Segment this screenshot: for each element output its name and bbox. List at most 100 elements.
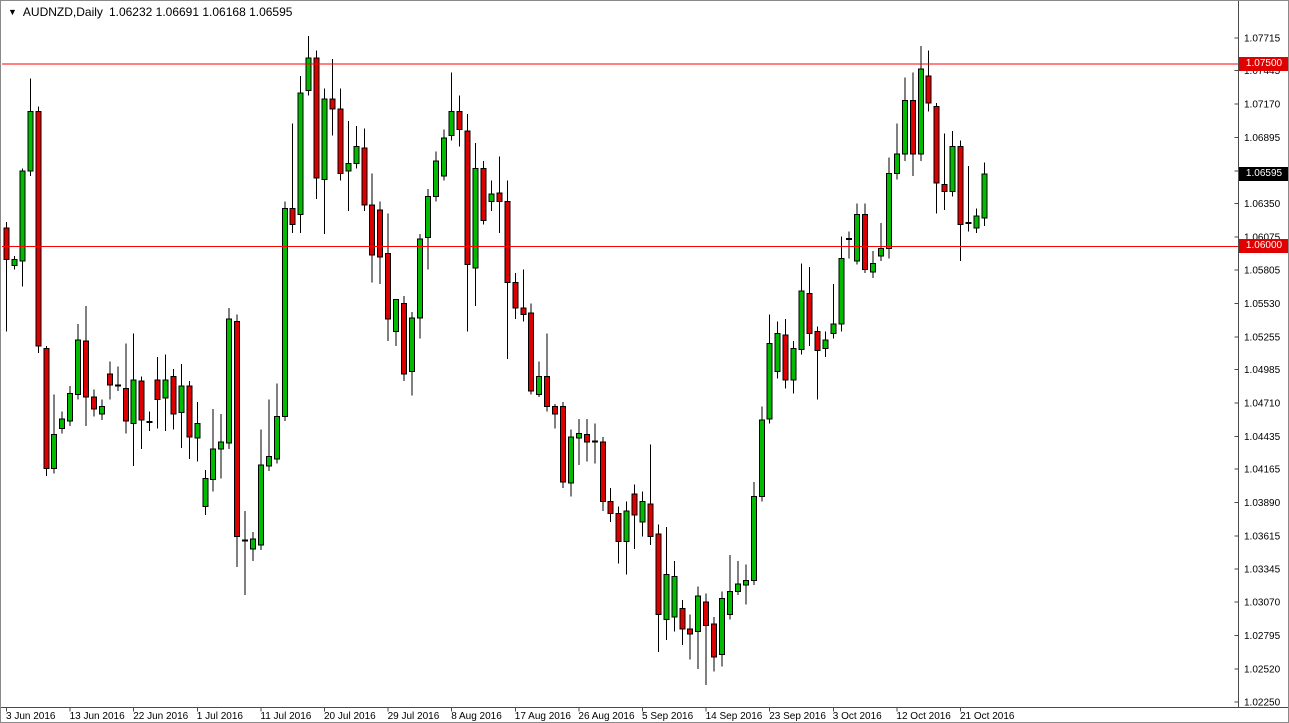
candle-body bbox=[854, 214, 861, 262]
candle-body bbox=[830, 323, 837, 335]
candle-body bbox=[631, 493, 638, 516]
candle-body bbox=[130, 379, 137, 425]
candle bbox=[583, 418, 590, 462]
candle bbox=[941, 133, 948, 210]
candle-doji-dash bbox=[242, 539, 248, 542]
candle-body bbox=[472, 167, 479, 269]
candle-body bbox=[19, 170, 26, 262]
candle bbox=[925, 50, 932, 112]
candle-body bbox=[408, 317, 415, 372]
candle bbox=[719, 591, 725, 667]
candle bbox=[893, 123, 900, 180]
candle-body bbox=[98, 406, 105, 415]
candle bbox=[98, 399, 105, 420]
candle-body bbox=[798, 290, 805, 351]
candle-body bbox=[329, 98, 336, 110]
candle bbox=[43, 345, 50, 476]
candle bbox=[369, 173, 376, 283]
y-axis-label: 1.04165 bbox=[1244, 465, 1281, 476]
candle bbox=[790, 341, 797, 394]
candle-body bbox=[305, 57, 312, 92]
candle-body bbox=[734, 583, 741, 592]
candle-body bbox=[663, 573, 670, 620]
candle bbox=[838, 236, 845, 332]
candle-body bbox=[981, 173, 988, 219]
candle bbox=[138, 376, 145, 450]
candle bbox=[234, 314, 241, 568]
candle-body bbox=[687, 628, 694, 635]
symbol-dropdown-icon[interactable]: ▼ bbox=[8, 7, 17, 17]
y-axis-label: 1.02250 bbox=[1244, 697, 1281, 708]
candle-body bbox=[377, 209, 384, 258]
y-axis-label: 1.04435 bbox=[1244, 432, 1281, 443]
candle bbox=[273, 383, 280, 464]
candle-body bbox=[345, 163, 352, 172]
candle bbox=[393, 299, 400, 346]
y-axis-label: 1.04985 bbox=[1244, 365, 1281, 376]
candle bbox=[35, 106, 42, 354]
candle bbox=[257, 429, 264, 550]
candle-body bbox=[575, 432, 582, 439]
candle bbox=[528, 303, 535, 395]
candle bbox=[202, 469, 209, 515]
candle-body bbox=[432, 160, 439, 197]
candle-body bbox=[520, 307, 527, 315]
candle bbox=[67, 385, 74, 427]
x-axis-label: 5 Sep 2016 bbox=[642, 711, 694, 722]
candle bbox=[130, 333, 137, 467]
candle-body bbox=[265, 455, 272, 467]
x-axis-label: 13 Jun 2016 bbox=[70, 711, 125, 722]
candle-body bbox=[703, 601, 710, 626]
candle-body bbox=[719, 598, 725, 655]
candle bbox=[655, 524, 662, 653]
candle-body bbox=[3, 227, 10, 261]
candle bbox=[798, 263, 805, 355]
candle bbox=[703, 593, 710, 685]
y-axis-label: 1.06350 bbox=[1244, 199, 1281, 210]
candle bbox=[19, 168, 26, 287]
candle bbox=[472, 142, 479, 306]
candle-body bbox=[607, 500, 614, 515]
candle-body bbox=[83, 340, 89, 398]
candle bbox=[782, 319, 789, 389]
candle bbox=[59, 411, 66, 434]
candle bbox=[353, 125, 360, 169]
candle-body bbox=[337, 108, 344, 174]
candle bbox=[933, 102, 940, 214]
candle-body bbox=[401, 302, 407, 375]
candle-body bbox=[464, 130, 471, 265]
x-axis-label: 1 Jul 2016 bbox=[197, 711, 244, 722]
candle-body bbox=[583, 434, 590, 443]
y-axis-label: 1.03070 bbox=[1244, 598, 1281, 609]
candle bbox=[671, 560, 678, 632]
candle-body bbox=[504, 200, 511, 284]
candle bbox=[289, 123, 296, 233]
candle-body bbox=[838, 257, 845, 325]
candle-body bbox=[313, 57, 320, 179]
candle bbox=[615, 506, 622, 564]
candle bbox=[385, 213, 392, 342]
candle-body bbox=[925, 75, 932, 104]
candle-body bbox=[194, 423, 201, 439]
candle-body bbox=[901, 99, 908, 155]
y-axis-label: 1.06075 bbox=[1244, 233, 1281, 244]
candle bbox=[560, 401, 566, 489]
candle bbox=[965, 166, 972, 232]
candle bbox=[973, 208, 980, 233]
candle-body bbox=[679, 607, 686, 630]
candle bbox=[226, 308, 233, 450]
candle-body bbox=[361, 147, 368, 206]
candle-body bbox=[369, 204, 376, 256]
candle bbox=[361, 128, 368, 212]
candle-body bbox=[599, 441, 606, 502]
candle bbox=[957, 140, 964, 261]
candle-body bbox=[949, 146, 956, 193]
candle-body bbox=[488, 193, 495, 202]
y-axis-label: 1.05805 bbox=[1244, 265, 1281, 276]
candle bbox=[83, 305, 89, 427]
candle-body bbox=[281, 208, 288, 417]
candle-body bbox=[750, 496, 757, 581]
y-axis-label: 1.03615 bbox=[1244, 532, 1281, 543]
candle bbox=[806, 266, 813, 346]
